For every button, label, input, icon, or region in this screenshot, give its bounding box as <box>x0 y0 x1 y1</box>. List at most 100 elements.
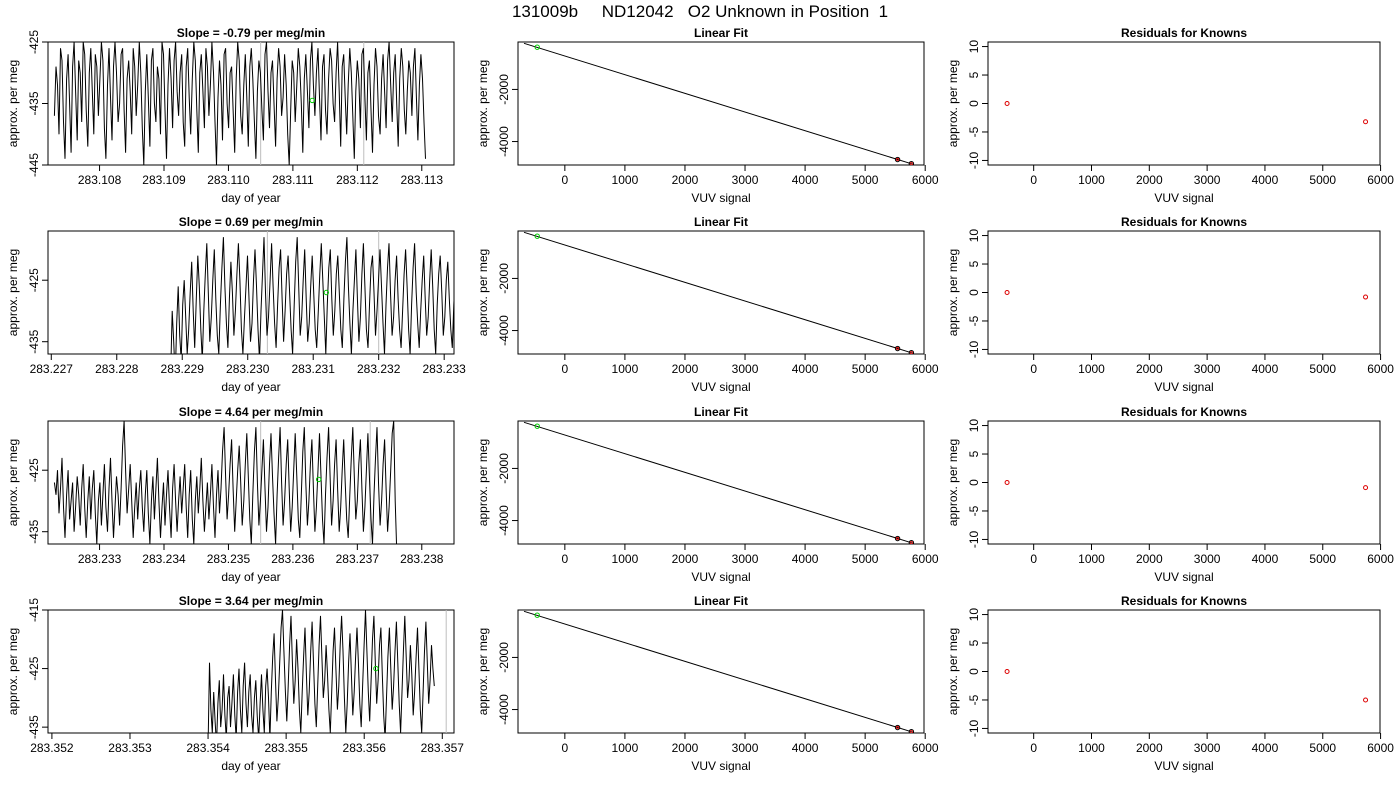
panel-title: Linear Fit <box>694 594 748 608</box>
panel-timeseries-row-3: Slope = 4.64 per meg/min 283.233 283.234 28… <box>6 405 455 584</box>
x-tick-label: 283.232 <box>357 362 401 376</box>
x-axis-label: day of year <box>221 570 280 584</box>
y-tick-label: -4000 <box>497 126 511 157</box>
y-tick-label: -425 <box>27 268 41 292</box>
x-axis-label: VUV signal <box>1154 570 1213 584</box>
x-tick-label: 6000 <box>912 362 939 376</box>
x-tick-label: 0 <box>1030 362 1037 376</box>
x-tick-label: 6000 <box>1367 552 1394 566</box>
fit-line <box>523 42 913 165</box>
panel-title: Slope = -0.79 per meg/min <box>177 26 325 40</box>
y-tick-label: -5 <box>967 315 981 326</box>
panel-linear_fit-row-4: Linear Fit 0 1000 2000 3000 4000 5000 6000 -4000… <box>476 594 939 773</box>
y-axis-label: approx. per meg <box>946 439 960 526</box>
panel-timeseries-row-2: Slope = 0.69 per meg/min 283.227 283.228 28… <box>6 215 466 394</box>
x-tick-label: 283.356 <box>343 741 387 755</box>
x-tick-label: 2000 <box>1136 362 1163 376</box>
x-tick-label: 1000 <box>612 741 639 755</box>
known-point <box>908 728 915 733</box>
y-axis-label: approx. per meg <box>476 439 490 526</box>
x-tick-label: 5000 <box>852 741 879 755</box>
plot-data <box>523 231 915 354</box>
y-axis-label: approx. per meg <box>476 249 490 336</box>
x-tick-label: 4000 <box>792 362 819 376</box>
y-tick-label: -435 <box>27 329 41 353</box>
x-tick-label: 4000 <box>1252 173 1279 187</box>
x-tick-label: 3000 <box>732 362 759 376</box>
x-tick-label: 6000 <box>1367 173 1394 187</box>
x-tick-label: 2000 <box>1136 552 1163 566</box>
plot-frame <box>47 609 455 734</box>
y-tick-label: 0 <box>967 668 981 675</box>
page-title: 131009b ND12042 O2 Unknown in Position 1 <box>511 2 889 21</box>
x-axis-label: day of year <box>221 191 280 205</box>
x-tick-label: 3000 <box>1194 741 1221 755</box>
y-tick-label: -5 <box>967 694 981 705</box>
y-tick-label: -435 <box>27 91 41 115</box>
x-tick-label: 283.108 <box>78 173 122 187</box>
y-tick-label: -2000 <box>497 642 511 673</box>
y-tick-label: 5 <box>967 450 981 457</box>
fit-line <box>523 610 913 733</box>
x-axis-label: VUV signal <box>1154 191 1213 205</box>
y-tick-label: 0 <box>967 479 981 486</box>
fit-line <box>523 421 913 544</box>
known-point-red <box>909 541 913 544</box>
residual-point <box>1004 101 1010 106</box>
y-axis-label: approx. per meg <box>6 439 20 526</box>
y-tick-label: -2000 <box>497 453 511 484</box>
x-tick-label: 0 <box>562 173 569 187</box>
plot-frame <box>517 609 925 734</box>
x-tick-label: 3000 <box>732 173 759 187</box>
y-axis-label: approx. per meg <box>6 628 20 715</box>
x-axis-label: VUV signal <box>1154 759 1213 773</box>
y-axis-label: approx. per meg <box>946 60 960 147</box>
panel-residuals-row-3: Residuals for Knowns 0 1000 2000 3000 4000 500… <box>946 405 1394 584</box>
y-axis-label: approx. per meg <box>476 60 490 147</box>
x-tick-label: 4000 <box>792 741 819 755</box>
plot-frame <box>987 230 1381 355</box>
y-tick-label: -425 <box>27 458 41 482</box>
x-tick-label: 0 <box>1030 741 1037 755</box>
x-tick-label: 5000 <box>1309 173 1336 187</box>
fit-line <box>523 231 913 354</box>
y-tick-label: -10 <box>967 530 981 548</box>
residual-point <box>1363 294 1369 300</box>
x-tick-label: 2000 <box>672 741 699 755</box>
y-tick-label: -5 <box>967 126 981 137</box>
x-tick-label: 283.234 <box>142 552 186 566</box>
plot-frame <box>517 230 925 355</box>
y-tick-label: -4000 <box>497 694 511 725</box>
y-tick-label: -2000 <box>497 263 511 294</box>
panel-title: Residuals for Knowns <box>1121 594 1247 608</box>
x-tick-label: 0 <box>562 741 569 755</box>
x-tick-label: 0 <box>1030 173 1037 187</box>
x-axis-label: day of year <box>221 380 280 394</box>
x-tick-label: 283.233 <box>422 362 466 376</box>
panel-timeseries-row-1: Slope = -0.79 per meg/min 283.108 283.109 2… <box>6 26 455 205</box>
x-tick-label: 2000 <box>672 552 699 566</box>
x-tick-label: 283.233 <box>78 552 122 566</box>
x-tick-label: 1000 <box>612 173 639 187</box>
known-point <box>894 724 901 731</box>
x-tick-label: 6000 <box>1367 362 1394 376</box>
y-tick-label: -4000 <box>497 505 511 536</box>
x-tick-label: 283.112 <box>336 173 379 187</box>
plot-data <box>1004 290 1369 300</box>
x-tick-label: 3000 <box>732 741 759 755</box>
panel-residuals-row-2: Residuals for Knowns 0 1000 2000 3000 4000 500… <box>946 215 1394 394</box>
x-tick-label: 283.228 <box>95 362 139 376</box>
y-tick-label: 10 <box>967 40 981 54</box>
plot-data <box>523 610 915 733</box>
plot-frame <box>987 41 1381 166</box>
x-tick-label: 5000 <box>852 552 879 566</box>
x-tick-label: 4000 <box>792 552 819 566</box>
x-tick-label: 3000 <box>1194 173 1221 187</box>
x-tick-label: 4000 <box>1252 362 1279 376</box>
y-tick-label: -10 <box>967 340 981 358</box>
x-tick-label: 1000 <box>1078 362 1105 376</box>
x-tick-label: 6000 <box>912 741 939 755</box>
x-tick-label: 1000 <box>612 362 639 376</box>
x-tick-label: 4000 <box>1252 552 1279 566</box>
x-tick-label: 283.229 <box>161 362 205 376</box>
